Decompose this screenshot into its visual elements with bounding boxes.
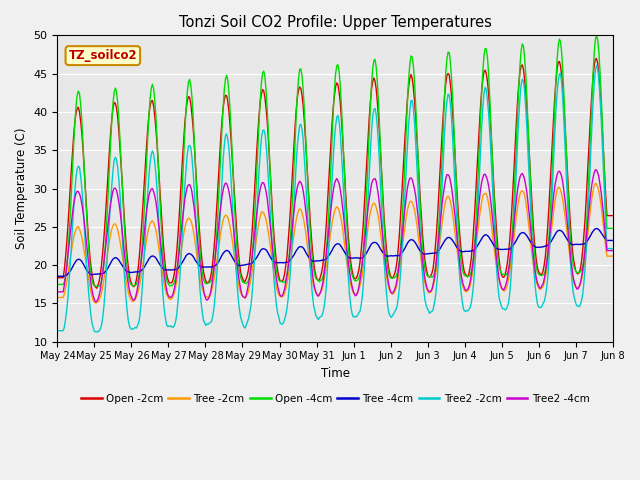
Tree -4cm <box>461 248 469 254</box>
Tree2 -2cm <box>593 62 600 68</box>
Tree2 -4cm <box>92 299 99 305</box>
Line: Tree -4cm: Tree -4cm <box>58 228 612 276</box>
Open -4cm <box>95 284 103 289</box>
Line: Tree2 -2cm: Tree2 -2cm <box>58 65 612 332</box>
Open -2cm <box>593 56 600 61</box>
Open -4cm <box>54 282 61 288</box>
Open -2cm <box>289 164 296 170</box>
Tree2 -2cm <box>227 181 235 187</box>
Open -4cm <box>289 191 296 197</box>
Tree -4cm <box>558 228 566 234</box>
Line: Open -4cm: Open -4cm <box>58 35 612 287</box>
Open -4cm <box>593 32 600 38</box>
Tree2 -2cm <box>365 170 373 176</box>
Tree2 -2cm <box>609 246 616 252</box>
Text: TZ_soilco2: TZ_soilco2 <box>68 49 137 62</box>
Tree -4cm <box>609 238 616 243</box>
Tree -2cm <box>54 295 61 300</box>
Open -2cm <box>463 273 470 279</box>
Tree2 -4cm <box>54 289 61 295</box>
Tree -4cm <box>593 226 600 231</box>
Open -4cm <box>227 131 235 137</box>
Open -2cm <box>227 141 235 146</box>
Tree -2cm <box>92 300 99 306</box>
Open -4cm <box>609 226 616 231</box>
Tree -2cm <box>463 289 470 295</box>
Tree2 -2cm <box>289 229 296 235</box>
Open -2cm <box>54 275 61 281</box>
Tree -2cm <box>365 216 373 221</box>
Tree2 -4cm <box>227 204 235 210</box>
Tree2 -4cm <box>463 288 470 293</box>
Open -4cm <box>392 274 400 279</box>
Tree -2cm <box>609 253 616 259</box>
Tree2 -2cm <box>54 328 61 334</box>
Tree2 -4cm <box>559 180 566 186</box>
Tree -4cm <box>288 255 296 261</box>
Open -2cm <box>392 266 400 272</box>
Tree -2cm <box>227 231 235 237</box>
Tree2 -4cm <box>365 196 373 202</box>
Tree -4cm <box>391 253 399 259</box>
Title: Tonzi Soil CO2 Profile: Upper Temperatures: Tonzi Soil CO2 Profile: Upper Temperatur… <box>179 15 492 30</box>
Tree -2cm <box>591 181 599 187</box>
Tree -4cm <box>364 247 372 253</box>
Tree -2cm <box>559 198 566 204</box>
Open -4cm <box>463 273 470 279</box>
Tree -4cm <box>54 274 61 279</box>
Tree2 -2cm <box>392 307 400 312</box>
Line: Tree2 -4cm: Tree2 -4cm <box>58 170 612 302</box>
X-axis label: Time: Time <box>321 367 349 380</box>
Tree2 -2cm <box>463 308 470 313</box>
Tree -4cm <box>227 251 234 256</box>
Tree -2cm <box>392 286 400 292</box>
Open -4cm <box>365 128 373 133</box>
Open -2cm <box>93 286 100 291</box>
Tree -2cm <box>289 241 296 247</box>
Open -4cm <box>559 70 566 75</box>
Line: Open -2cm: Open -2cm <box>58 59 612 288</box>
Tree2 -4cm <box>392 283 400 288</box>
Line: Tree -2cm: Tree -2cm <box>58 184 612 303</box>
Legend: Open -2cm, Tree -2cm, Open -4cm, Tree -4cm, Tree2 -2cm, Tree2 -4cm: Open -2cm, Tree -2cm, Open -4cm, Tree -4… <box>77 390 593 408</box>
Tree2 -2cm <box>559 96 566 102</box>
Open -2cm <box>559 87 566 93</box>
Tree2 -4cm <box>609 248 616 253</box>
Open -2cm <box>609 213 616 218</box>
Open -2cm <box>365 115 373 121</box>
Tree2 -4cm <box>289 219 296 225</box>
Tree2 -4cm <box>591 167 599 173</box>
Tree2 -2cm <box>94 329 102 335</box>
Y-axis label: Soil Temperature (C): Soil Temperature (C) <box>15 128 28 249</box>
